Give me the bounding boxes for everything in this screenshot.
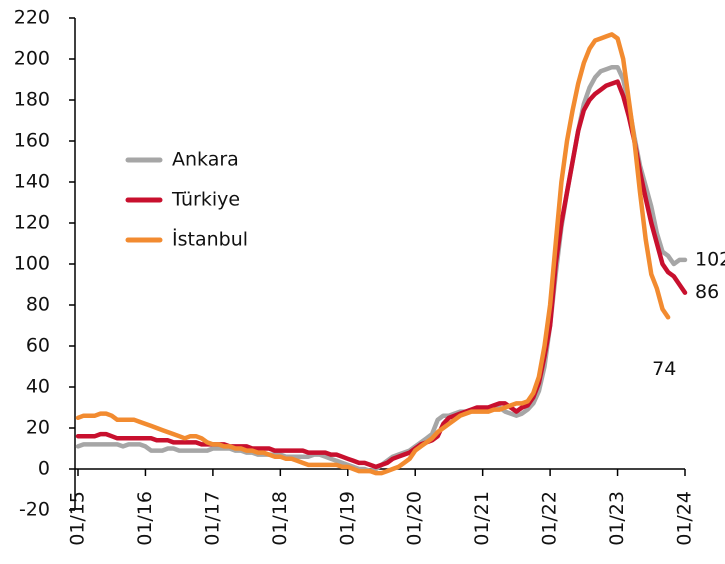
x-tick-label: 01/22 bbox=[539, 491, 561, 546]
x-tick-label: 01/23 bbox=[606, 491, 628, 546]
y-tick-label: 160 bbox=[14, 130, 50, 152]
y-tick-label: 40 bbox=[26, 376, 50, 398]
y-tick-label: 60 bbox=[26, 335, 50, 357]
y-tick-label: 200 bbox=[14, 48, 50, 70]
end-label: 74 bbox=[652, 358, 676, 380]
series-line bbox=[75, 32, 671, 476]
y-tick-label: 0 bbox=[38, 458, 50, 480]
series-line bbox=[75, 64, 688, 474]
legend-label: Türkiye bbox=[171, 189, 240, 211]
x-tick-label: 01/21 bbox=[471, 491, 493, 546]
y-tick-label: 180 bbox=[14, 89, 50, 111]
y-tick-label: 120 bbox=[14, 212, 50, 234]
x-tick-label: 01/18 bbox=[269, 491, 291, 546]
y-tick-label: 140 bbox=[14, 171, 50, 193]
end-label: 86 bbox=[695, 281, 719, 303]
y-tick-label: 220 bbox=[14, 7, 50, 29]
series-line bbox=[75, 79, 688, 470]
x-tick-label: 01/20 bbox=[404, 491, 426, 546]
end-label: 102 bbox=[695, 248, 725, 270]
x-tick-label: 01/16 bbox=[134, 491, 156, 546]
legend-label: İstanbul bbox=[172, 228, 248, 251]
legend-label: Ankara bbox=[172, 149, 239, 171]
x-tick-label: 01/17 bbox=[201, 491, 223, 546]
y-tick-label: -20 bbox=[19, 499, 50, 521]
y-tick-label: 100 bbox=[14, 253, 50, 275]
x-tick-label: 01/24 bbox=[674, 491, 696, 546]
y-tick-label: 20 bbox=[26, 417, 50, 439]
x-tick-label: 01/15 bbox=[67, 491, 89, 546]
y-tick-label: 80 bbox=[26, 294, 50, 316]
x-tick-label: 01/19 bbox=[336, 491, 358, 546]
